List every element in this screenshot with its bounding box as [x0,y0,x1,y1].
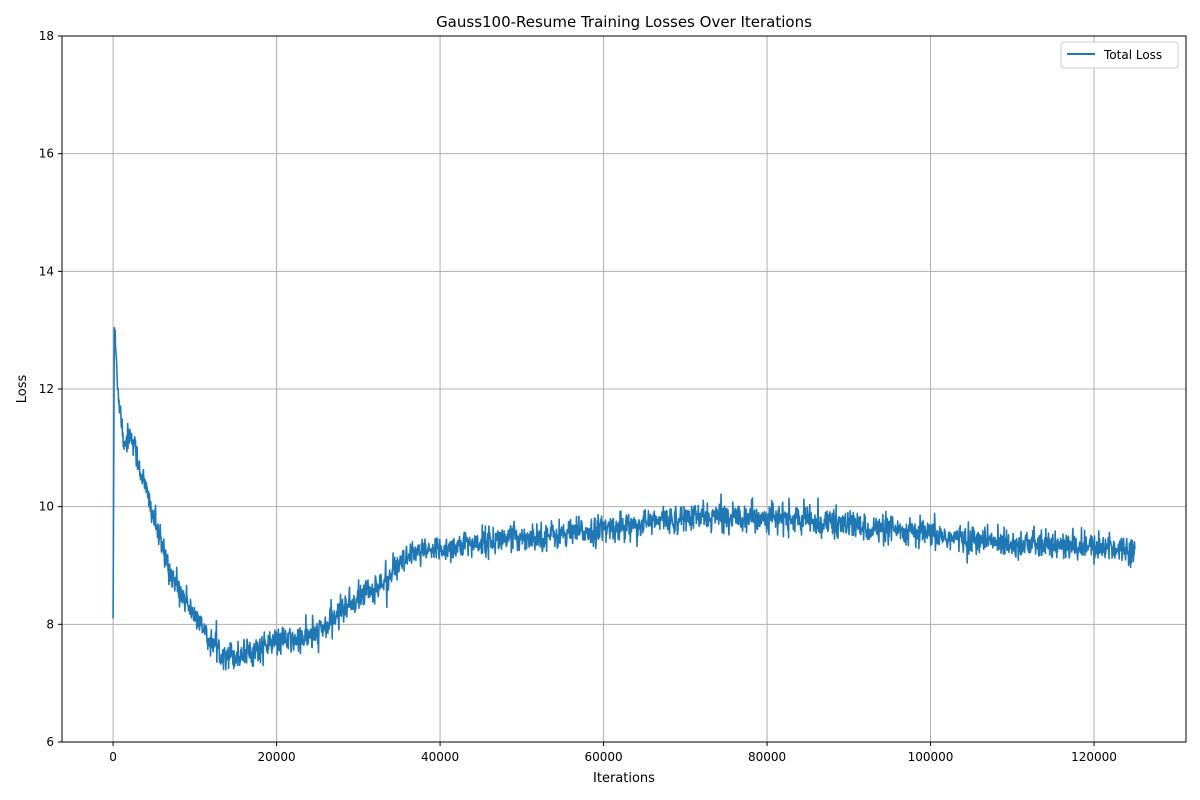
y-tick-label: 10 [39,500,54,514]
x-axis-ticks: 0 20000 40000 60000 80000 100000 120000 [109,742,1117,764]
series-line-total-loss [112,326,1136,671]
y-axis-ticks: 6 8 10 12 14 16 18 [39,29,62,749]
x-tick-label: 100000 [908,750,954,764]
y-tick-label: 8 [46,617,54,631]
y-tick-label: 12 [39,382,54,396]
legend: Total Loss [1060,41,1179,69]
x-axis-title: Iterations [593,771,655,786]
y-tick-label: 18 [39,29,54,43]
y-axis-title: Loss [15,375,30,404]
x-tick-label: 0 [109,750,117,764]
x-tick-label: 60000 [584,750,622,764]
x-tick-label: 80000 [748,750,786,764]
y-tick-label: 6 [46,735,54,749]
legend-label-total-loss: Total Loss [1103,48,1162,62]
series-layer [112,326,1136,671]
chart-title: Gauss100-Resume Training Losses Over Ite… [436,13,812,31]
y-tick-label: 14 [39,264,54,278]
x-tick-label: 120000 [1071,750,1117,764]
y-tick-label: 16 [39,147,54,161]
x-tick-label: 40000 [421,750,459,764]
legend-box [1060,41,1179,69]
x-tick-label: 20000 [257,750,295,764]
